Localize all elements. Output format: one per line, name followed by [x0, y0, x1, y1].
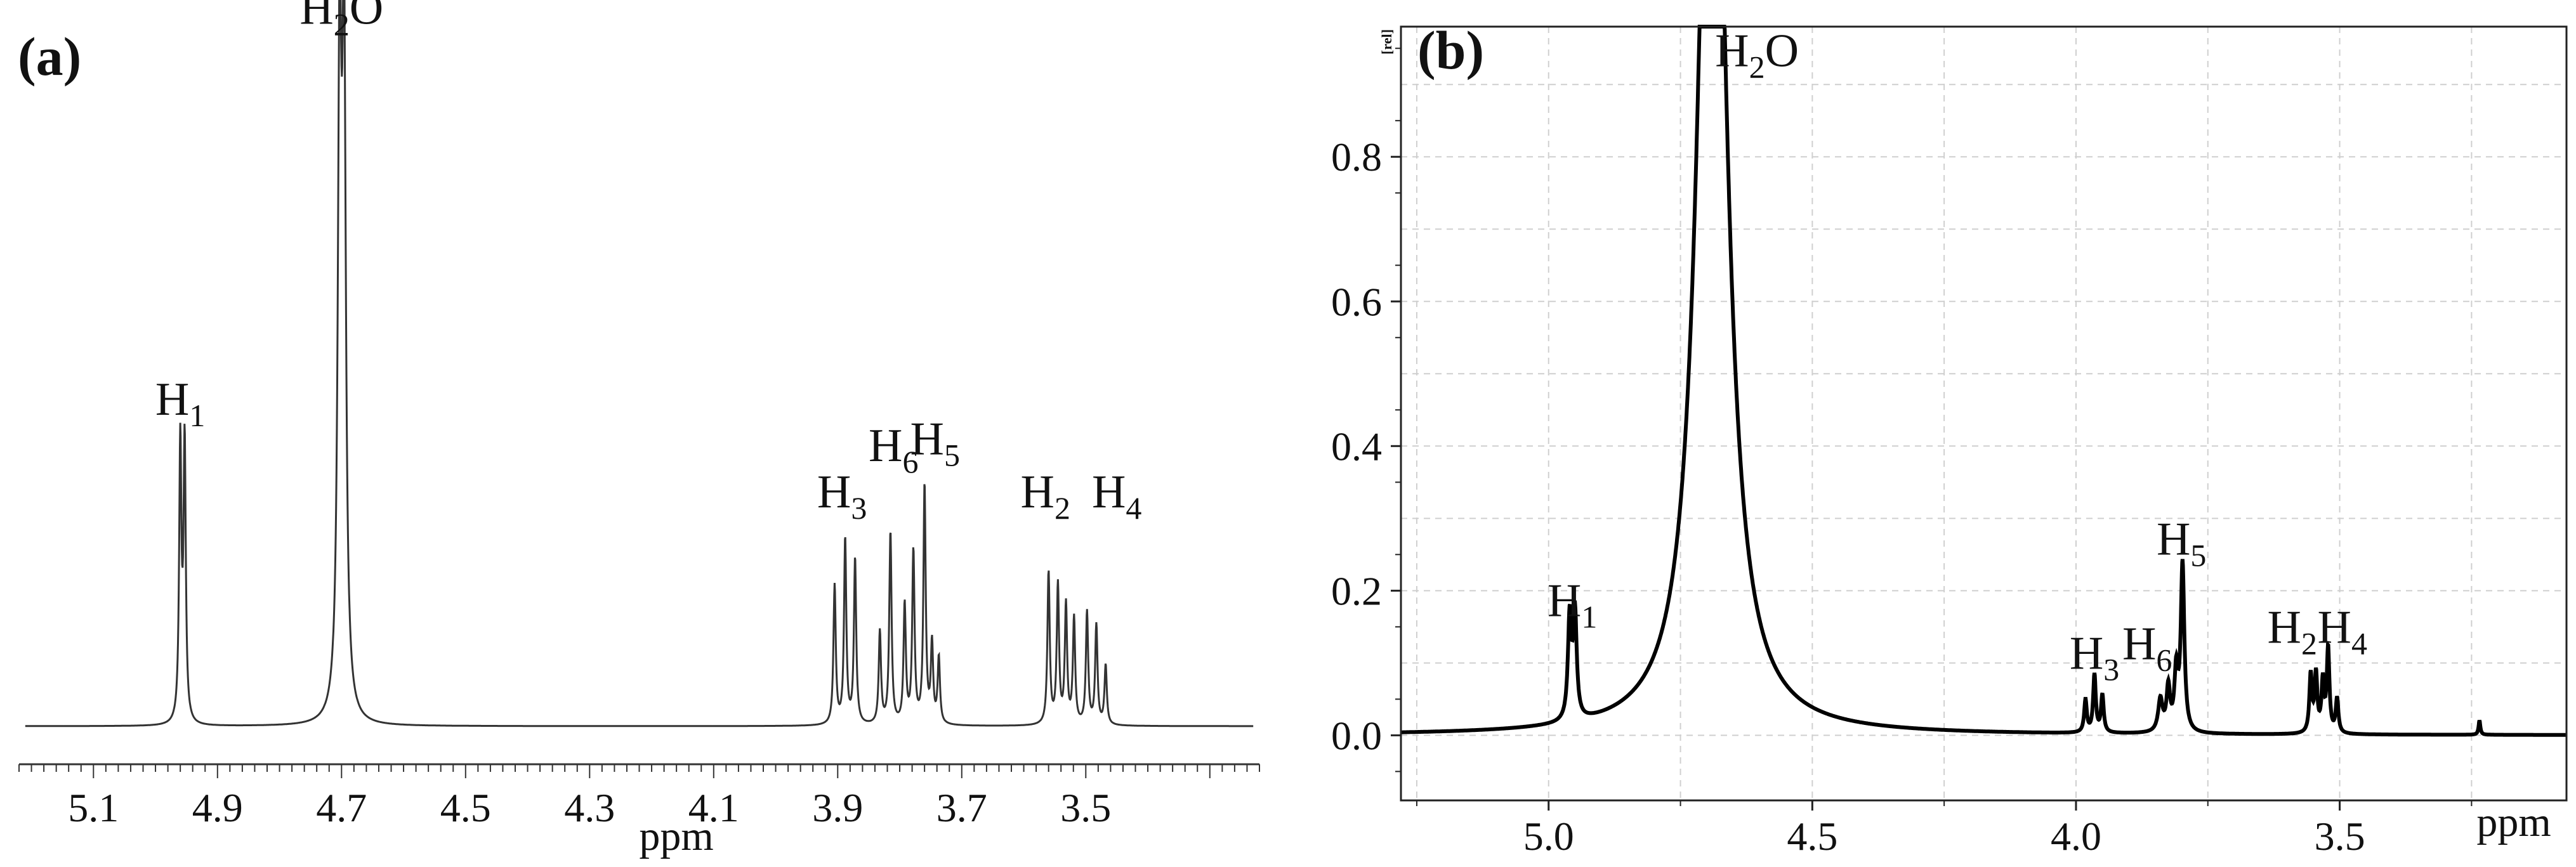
panel-b-peak-label-2-suffix: O	[1765, 25, 1799, 77]
panel-b-peak-label-2-subscript: 2	[1749, 49, 1765, 85]
panel-a-tick-label: 5.1	[68, 785, 119, 830]
panel-b-peak-label-1-base: H	[1548, 575, 1581, 627]
panel-a-spectrum-line	[25, 0, 1254, 727]
panel-a-peak-label-1-subscript: 1	[189, 398, 205, 433]
panel-a-peak-label-2-suffix: O	[350, 0, 383, 34]
panel-a-peak-label-1-base: H	[155, 374, 189, 426]
panel-a-label: (a)	[18, 26, 81, 87]
panel-b-x-tick-label: 4.5	[1787, 814, 1837, 859]
panel-a-tick-label: 3.9	[812, 785, 863, 830]
panel-a-peak-label-5: H5	[910, 414, 960, 473]
panel-b-peak-label-3-subscript: 3	[2103, 651, 2119, 687]
panel-b-peak-label-4-base: H	[2122, 618, 2156, 670]
panel-a-peak-label-4-base: H	[869, 420, 902, 472]
panel-b-peak-label-2: H2O	[1715, 25, 1799, 85]
panel-b-y-tick-label: 0.0	[1331, 713, 1382, 758]
panel-b-y-tick-label: 0.4	[1331, 424, 1382, 469]
panel-b-x-axis-label: ppm	[2476, 799, 2551, 845]
panel-b-peak-label-5-base: H	[2157, 513, 2190, 565]
panel-b-peak-label-7-subscript: 4	[2351, 625, 2367, 661]
panel-a-tick-label: 4.3	[564, 785, 615, 830]
panel-a-peak-label-7-subscript: 4	[1126, 490, 1141, 526]
panel-b-peak-label-1-subscript: 1	[1581, 599, 1597, 634]
panel-b-peak-label-6-base: H	[2268, 601, 2301, 653]
panel-b-rel-label: [rel]	[1379, 29, 1395, 55]
panel-b-y-tick-label: 0.6	[1331, 279, 1382, 324]
panel-a-peak-label-6-base: H	[1021, 466, 1055, 518]
panel-a-peak-label-2-base: H	[299, 0, 333, 34]
panel-b-peak-label-1: H1	[1548, 575, 1597, 634]
panel-b-peak-label-3: H3	[2070, 627, 2119, 687]
panel-b-peak-label-7: H4	[2318, 601, 2367, 661]
panel-b-label: (b)	[1417, 20, 1484, 81]
panel-b-spectrum-line	[1401, 25, 2566, 737]
panel-b-peak-label-5-subscript: 5	[2190, 537, 2206, 573]
panel-b-peak-label-2-base: H	[1715, 25, 1749, 77]
panel-a-tick-label: 4.7	[316, 785, 367, 830]
panel-b-peak-label-5: H5	[2157, 513, 2206, 573]
panel-b-peak-label-4: H6	[2122, 618, 2172, 678]
panel-b-plot-frame	[1400, 25, 2568, 802]
panel-a-tick-label: 4.9	[192, 785, 243, 830]
panel-b-peak-label-6: H2	[2268, 601, 2317, 661]
panel-a-peak-label-5-subscript: 5	[944, 438, 960, 473]
panel-a-peak-label-3-subscript: 3	[851, 490, 867, 526]
panel-a-x-axis: 5.1 4.9 4.7 4.5 4.3 4.1 3.9 3.7 3.5	[18, 763, 1260, 830]
panel-a-peak-label-1: H1	[155, 374, 205, 433]
panel-b-peak-label-3-base: H	[2070, 627, 2103, 679]
panel-b-y-tick-label: 0.2	[1331, 568, 1382, 613]
panel-b-x-tick-label: 5.0	[1523, 814, 1574, 859]
panel-a-peak-label-7-base: H	[1092, 466, 1126, 518]
panel-a-tick-label: 4.5	[440, 785, 491, 830]
panel-b-axes: 0.0 0.2 0.4 0.6 0.8 5.0 4.5 4.0 3.5	[1331, 48, 2473, 859]
panel-b-x-tick-label: 4.0	[2051, 814, 2101, 859]
panel-b-peak-label-7-base: H	[2318, 601, 2351, 653]
panel-a-peak-label-6-subscript: 2	[1055, 490, 1070, 526]
panel-a-chart: (a) 5.1 4.9 4.7 4.5 4.3 4.1 3.9 3.7 3.5 H1H2OH3H…	[18, 0, 1260, 859]
panel-a-tick-label: 3.7	[936, 785, 987, 830]
panel-a-peak-label-3: H3	[817, 466, 867, 526]
panel-a-x-axis-label: ppm	[639, 813, 713, 859]
panel-b-x-tick-label: 3.5	[2315, 814, 2365, 859]
panel-a-peak-label-4-subscript: 6	[903, 444, 919, 479]
panel-a-tick-label: 4.1	[688, 785, 739, 830]
panel-a-peak-label-7: H4	[1092, 466, 1141, 526]
panel-a-peak-label-2: H2O	[299, 0, 383, 42]
panel-b-peak-label-6-subscript: 2	[2301, 625, 2317, 661]
panel-a-tick-label: 3.5	[1060, 785, 1111, 830]
panel-b-grid	[1401, 27, 2566, 800]
panel-a-peak-label-4: H6	[869, 420, 918, 479]
panel-a-peak-label-5-base: H	[910, 414, 944, 466]
panel-b-y-tick-label: 0.8	[1331, 134, 1382, 179]
panel-b-peak-label-4-subscript: 6	[2156, 642, 2172, 678]
panel-a-peak-label-3-base: H	[817, 466, 851, 518]
panel-a-peak-label-2-subscript: 2	[334, 6, 350, 42]
panel-a-peak-label-6: H2	[1021, 466, 1070, 526]
